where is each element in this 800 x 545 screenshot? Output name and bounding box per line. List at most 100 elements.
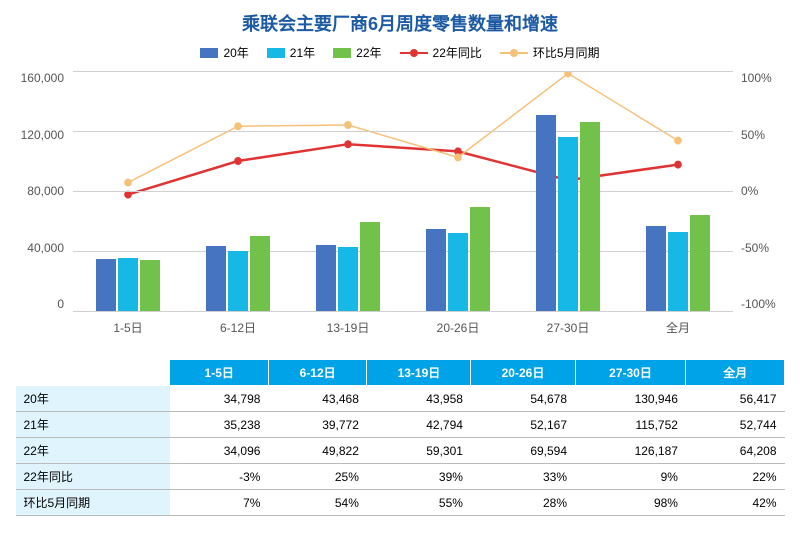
bar-group	[192, 236, 284, 311]
bar-group	[522, 115, 614, 311]
y-axis-left: 160,000 120,000 80,000 40,000 0	[15, 71, 70, 311]
chart-container: 乘联会主要厂商6月周度零售数量和增速 20年21年22年22年同比环比5月同期 …	[0, 0, 800, 526]
legend-label: 环比5月同期	[533, 44, 600, 61]
bar	[140, 260, 160, 311]
bar	[360, 222, 380, 311]
y-tick-left: 160,000	[15, 71, 64, 85]
y-tick-right: 50%	[741, 128, 785, 142]
bar	[250, 236, 270, 311]
y-tick-left: 80,000	[15, 184, 64, 198]
bar	[316, 245, 336, 311]
table-row: 22年同比-3%25%39%33%9%22%	[16, 464, 785, 490]
x-tick: 27-30日	[522, 319, 614, 336]
legend-item: 20年	[200, 44, 248, 61]
table-header-cell: 1-5日	[170, 360, 268, 386]
table-cell: 55%	[367, 490, 471, 516]
table-row: 环比5月同期7%54%55%28%98%42%	[16, 490, 785, 516]
table-cell: 35,238	[170, 412, 268, 438]
x-axis-labels: 1-5日 6-12日 13-19日 20-26日 27-30日 全月	[73, 319, 733, 336]
table-cell: 34,096	[170, 438, 268, 464]
legend-swatch	[400, 49, 428, 57]
table-row: 20年34,79843,46843,95854,678130,94656,417	[16, 386, 785, 412]
table-row-label: 20年	[16, 386, 170, 412]
bar	[558, 137, 578, 311]
legend-swatch	[267, 48, 285, 58]
table-row-label: 22年同比	[16, 464, 170, 490]
bar	[338, 247, 358, 311]
gridline	[73, 311, 733, 312]
bar-group	[632, 215, 724, 311]
table-cell: 28%	[471, 490, 575, 516]
x-tick: 6-12日	[192, 319, 284, 336]
table-cell: 49,822	[268, 438, 366, 464]
table-cell: 42,794	[367, 412, 471, 438]
bar	[668, 232, 688, 311]
table-header-cell: 27-30日	[575, 360, 686, 386]
bar	[536, 115, 556, 311]
table-cell: 130,946	[575, 386, 686, 412]
x-tick: 全月	[632, 319, 724, 336]
data-table: 1-5日6-12日13-19日20-26日27-30日全月 20年34,7984…	[15, 359, 785, 516]
chart-area: 160,000120,00080,00040,0000 100%50%0%-50…	[15, 71, 785, 351]
legend: 20年 21年 22年 22年同比 环比5月同期	[15, 44, 785, 61]
table-row-label: 21年	[16, 412, 170, 438]
plot-area	[73, 71, 733, 311]
table-cell: 9%	[575, 464, 686, 490]
legend-item: 22年	[333, 44, 381, 61]
legend-swatch	[333, 48, 351, 58]
y-tick-right: -100%	[741, 297, 785, 311]
table-cell: 25%	[268, 464, 366, 490]
legend-label: 21年	[290, 44, 315, 61]
table-cell: 59,301	[367, 438, 471, 464]
bar-group	[82, 258, 174, 311]
table-cell: 43,958	[367, 386, 471, 412]
table-header-cell: 6-12日	[268, 360, 366, 386]
table-header-cell: 13-19日	[367, 360, 471, 386]
y-tick-right: 0%	[741, 184, 785, 198]
table-cell: 33%	[471, 464, 575, 490]
table-cell: 126,187	[575, 438, 686, 464]
table-cell: 115,752	[575, 412, 686, 438]
table-cell: 64,208	[686, 438, 785, 464]
table-header-row: 1-5日6-12日13-19日20-26日27-30日全月	[16, 360, 785, 386]
table-row-label: 环比5月同期	[16, 490, 170, 516]
table-header-cell: 20-26日	[471, 360, 575, 386]
y-tick-right: 100%	[741, 71, 785, 85]
x-tick: 20-26日	[412, 319, 504, 336]
y-tick-left: 120,000	[15, 128, 64, 142]
bar	[96, 259, 116, 311]
bar	[470, 207, 490, 311]
bar-group	[412, 207, 504, 311]
bar	[426, 229, 446, 311]
table-cell: 69,594	[471, 438, 575, 464]
table-cell: 98%	[575, 490, 686, 516]
table-body: 20年34,79843,46843,95854,678130,94656,417…	[16, 386, 785, 516]
bar	[118, 258, 138, 311]
chart-title: 乘联会主要厂商6月周度零售数量和增速	[15, 10, 785, 36]
table-cell: 7%	[170, 490, 268, 516]
table-row-label: 22年	[16, 438, 170, 464]
y-tick-left: 40,000	[15, 241, 64, 255]
table-cell: 39%	[367, 464, 471, 490]
y-tick-left: 0	[15, 297, 64, 311]
bar-groups	[73, 71, 733, 311]
table-cell: 52,167	[471, 412, 575, 438]
bar	[228, 251, 248, 311]
legend-item: 21年	[267, 44, 315, 61]
table-cell: 42%	[686, 490, 785, 516]
table-cell: 56,417	[686, 386, 785, 412]
bar	[580, 122, 600, 311]
legend-label: 22年同比	[433, 44, 482, 61]
table-cell: 22%	[686, 464, 785, 490]
table-cell: 54,678	[471, 386, 575, 412]
table-row: 22年34,09649,82259,30169,594126,18764,208	[16, 438, 785, 464]
x-tick: 13-19日	[302, 319, 394, 336]
legend-label: 20年	[223, 44, 248, 61]
legend-swatch	[500, 49, 528, 57]
bar	[646, 226, 666, 311]
legend-item: 环比5月同期	[500, 44, 600, 61]
table-cell: 34,798	[170, 386, 268, 412]
table-cell: 39,772	[268, 412, 366, 438]
table-row: 21年35,23839,77242,79452,167115,75252,744	[16, 412, 785, 438]
x-tick: 1-5日	[82, 319, 174, 336]
